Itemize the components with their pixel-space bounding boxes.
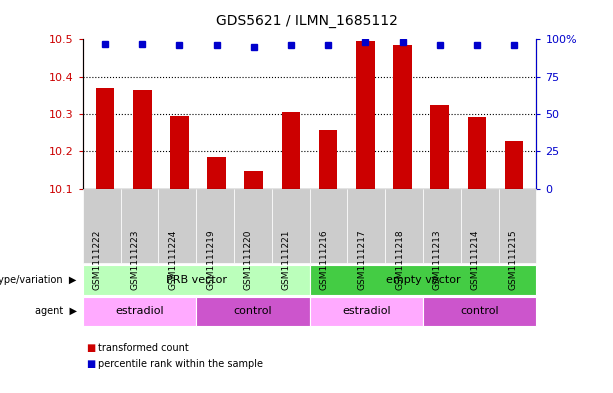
Text: control: control	[234, 307, 272, 316]
Bar	[319, 130, 337, 189]
Text: GSM1111220: GSM1111220	[244, 229, 253, 290]
Bar	[430, 105, 449, 189]
Text: GSM1111216: GSM1111216	[319, 229, 329, 290]
Bar	[133, 90, 151, 189]
Text: GDS5621 / ILMN_1685112: GDS5621 / ILMN_1685112	[216, 14, 397, 28]
Bar	[282, 112, 300, 189]
Text: estradiol: estradiol	[342, 307, 390, 316]
Text: transformed count: transformed count	[98, 343, 189, 353]
Text: GSM1111219: GSM1111219	[206, 229, 215, 290]
Text: GSM1111218: GSM1111218	[395, 229, 404, 290]
Bar	[393, 45, 412, 189]
Text: GSM1111222: GSM1111222	[93, 229, 102, 290]
Text: ■: ■	[86, 343, 95, 353]
Bar	[504, 141, 524, 189]
Bar	[468, 117, 486, 189]
Bar	[170, 116, 189, 189]
Bar	[96, 88, 115, 189]
Text: estradiol: estradiol	[115, 307, 164, 316]
Text: GSM1111224: GSM1111224	[168, 229, 177, 290]
Text: GSM1111213: GSM1111213	[433, 229, 442, 290]
Bar	[356, 41, 375, 189]
Text: GSM1111214: GSM1111214	[471, 229, 479, 290]
Bar	[245, 171, 263, 189]
Text: PRB vector: PRB vector	[166, 275, 227, 285]
Text: percentile rank within the sample: percentile rank within the sample	[98, 358, 263, 369]
Text: GSM1111223: GSM1111223	[131, 229, 140, 290]
Bar	[207, 157, 226, 189]
Text: GSM1111215: GSM1111215	[508, 229, 517, 290]
Text: agent  ▶: agent ▶	[34, 307, 77, 316]
Text: GSM1111217: GSM1111217	[357, 229, 367, 290]
Text: ■: ■	[86, 358, 95, 369]
Text: control: control	[460, 307, 499, 316]
Text: empty vector: empty vector	[386, 275, 460, 285]
Text: genotype/variation  ▶: genotype/variation ▶	[0, 275, 77, 285]
Text: GSM1111221: GSM1111221	[281, 229, 291, 290]
